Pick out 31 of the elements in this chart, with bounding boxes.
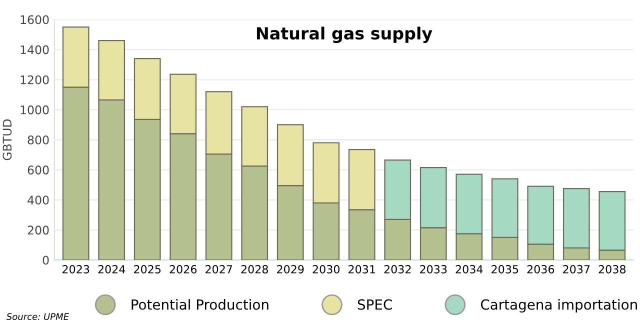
x-tick-label: 2028 [241,265,268,274]
legend-label: SPEC [358,299,392,310]
x-tick-label: 2025 [134,265,161,274]
legend-label: Cartagena importation [480,299,637,312]
y-tick-label: 800 [28,135,49,144]
x-tick-label: 2034 [456,265,483,274]
y-tick-label: 0 [42,256,49,265]
y-tick-label: 600 [28,166,49,174]
y-tick-label: 1600 [20,15,49,24]
x-tick-label: 2032 [384,265,411,274]
x-tick-label: 2037 [563,265,590,274]
chart-title: Natural gas supply [256,26,432,43]
x-tick-label: 2024 [98,265,126,274]
x-tick-label: 2026 [170,265,197,274]
y-axis-title: GBTUD [2,119,12,160]
x-tick-label: 2033 [420,265,447,274]
y-tick-label: 200 [28,226,49,235]
x-tick-label: 2027 [206,265,232,274]
x-tick-label: 2035 [492,265,518,274]
x-tick-label: 2023 [62,265,90,274]
x-tick-label: 2036 [527,265,554,274]
x-tick-label: 2029 [277,265,304,274]
y-tick-label: 400 [28,196,49,205]
x-tick-label: 2038 [598,265,626,274]
legend-label: Potential Production [132,299,268,310]
source-note: Source: UPME [6,313,70,320]
x-tick-label: 2031 [348,265,375,274]
x-tick-label: 2030 [312,265,340,274]
y-tick-label: 1200 [20,75,49,84]
y-tick-label: 1400 [20,45,49,54]
y-tick-label: 1000 [20,105,49,114]
